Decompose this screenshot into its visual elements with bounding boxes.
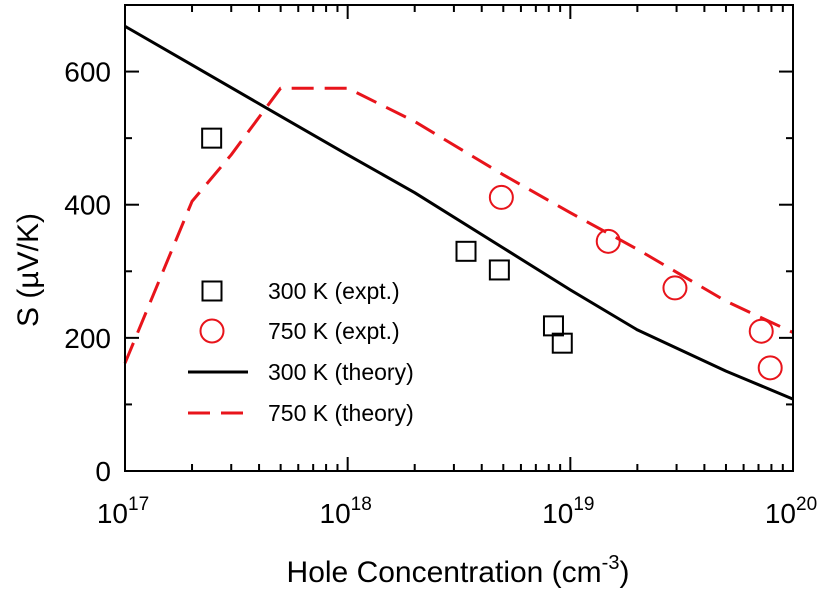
plot-frame — [124, 4, 794, 472]
x-tick-label: 1019 — [542, 494, 594, 529]
data-point-circle — [748, 318, 774, 344]
legend-item: 750 K (theory) — [188, 400, 414, 426]
x-axis-title-main: Hole Concentration (cm — [287, 556, 602, 589]
series-line — [124, 25, 794, 401]
x-axis-title: Hole Concentration (cm-3) — [287, 552, 630, 589]
data-point-square — [551, 332, 573, 354]
y-tick-label: 200 — [64, 323, 111, 354]
data-point-square — [201, 127, 223, 149]
legend-marker-circle — [199, 318, 225, 344]
series-300-k-expt- — [201, 127, 573, 354]
legend-label: 750 K (theory) — [268, 400, 414, 426]
y-tick-label: 600 — [64, 57, 111, 88]
y-tick-label: 400 — [64, 190, 111, 221]
data-point-circle — [595, 228, 621, 254]
data-point-circle — [757, 355, 783, 381]
x-tick-label: 1020 — [765, 494, 817, 529]
axis-titles: S (µV/K) Hole Concentration (cm-3) — [12, 213, 629, 589]
data-point-square — [542, 315, 564, 337]
legend-item: 300 K (theory) — [188, 359, 414, 385]
y-axis-title: S (µV/K) — [12, 213, 45, 327]
legend-item: 300 K (expt.) — [201, 278, 400, 304]
series-300-k-theory- — [124, 25, 794, 401]
data-point-square — [488, 259, 510, 281]
legend-label: 300 K (theory) — [268, 359, 414, 385]
x-axis-title-sup: -3 — [602, 552, 620, 574]
data-point-circle — [488, 184, 514, 210]
x-tick-label: 1018 — [320, 494, 372, 529]
x-axis-title-close: ) — [619, 556, 629, 589]
data-point-square — [455, 240, 477, 262]
series-750-k-theory- — [123, 86, 794, 364]
series-750-k-expt- — [488, 184, 783, 381]
legend-marker-square — [201, 280, 223, 302]
series-layer — [123, 25, 794, 401]
legend-label: 300 K (expt.) — [268, 278, 400, 304]
legend-label: 750 K (expt.) — [268, 318, 400, 344]
legend: 300 K (expt.) 750 K (expt.) 300 K (theory)… — [188, 278, 414, 426]
series-line — [123, 86, 794, 364]
data-point-circle — [662, 275, 688, 301]
y-tick-label: 0 — [95, 456, 111, 487]
tick-layer: 0 200 400 600 1017 1018 1019 1020 — [64, 5, 817, 529]
legend-item: 750 K (expt.) — [199, 318, 400, 344]
x-tick-label: 1017 — [97, 494, 149, 529]
